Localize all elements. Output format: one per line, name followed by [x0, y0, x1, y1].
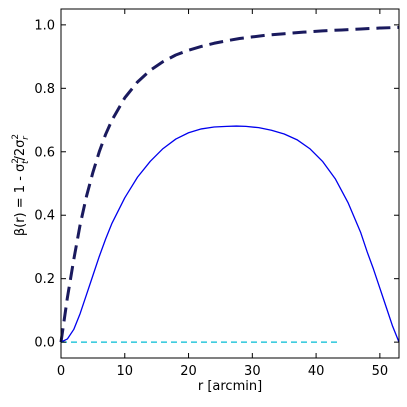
y-axis-label: β(r) = 1 - σ2t/2σ2r	[11, 134, 31, 236]
x-tick-label: 0	[57, 364, 65, 379]
y-tick-label: 0.2	[34, 272, 55, 287]
y-tick-label: 0.0	[34, 336, 55, 351]
x-tick-label: 20	[180, 364, 197, 379]
y-tick-label: 0.6	[34, 145, 55, 160]
series-line-2-solid	[60, 125, 400, 343]
plot-frame	[60, 8, 400, 359]
y-tick-label: 1.0	[34, 18, 55, 33]
y-label-sup-1: 2	[11, 158, 21, 164]
y-label-sub-1: t	[21, 160, 31, 164]
y-tick-label: 0.8	[34, 82, 55, 97]
tick-label-layer: 0 10 20 30 40 50 0.0 0.2 0.4 0.6 0.8 1.0	[34, 18, 388, 379]
y-label-part-mid: /2σ	[13, 140, 28, 161]
x-tick-label: 40	[308, 364, 325, 379]
axes-layer	[60, 8, 400, 359]
x-axis-label: r [arcmin]	[198, 379, 262, 394]
series-layer	[59, 25, 400, 343]
x-tick-label: 10	[117, 364, 134, 379]
y-label-sub-2: r	[21, 135, 31, 140]
x-tick-label: 50	[372, 364, 389, 379]
series-line-1-dashed-thick	[59, 25, 400, 343]
y-tick-label: 0.4	[34, 209, 55, 224]
y-label-part-pre: β(r) = 1 - σ	[13, 164, 28, 236]
x-tick-label: 30	[244, 364, 261, 379]
y-label-sup-2: 2	[11, 134, 21, 140]
